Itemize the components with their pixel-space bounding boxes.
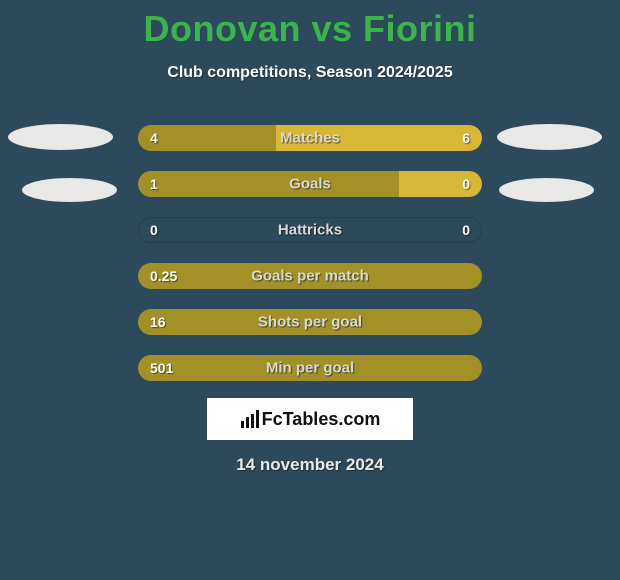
stat-row: Hattricks0 0 (138, 217, 482, 243)
logo-label: FcTables.com (262, 409, 381, 430)
stat-value-left: 4 (150, 130, 158, 146)
stat-label: Min per goal (138, 360, 482, 377)
stat-value-left: 501 (150, 360, 173, 376)
player-left-badge-top (8, 124, 113, 150)
stat-label: Goals per match (138, 268, 482, 285)
page-title: Donovan vs Fiorini (0, 0, 620, 50)
logo-text: FcTables.com (240, 409, 381, 430)
stat-row: Goals per match0.25 (138, 263, 482, 289)
stat-label: Hattricks (138, 222, 482, 239)
player-left-badge-bottom (22, 178, 117, 202)
stat-value-right: 0 (462, 176, 470, 192)
stat-label: Goals (138, 176, 482, 193)
stat-value-left: 1 (150, 176, 158, 192)
player-right-badge-top (497, 124, 602, 150)
subtitle: Club competitions, Season 2024/2025 (0, 64, 620, 82)
stat-value-left: 0 (150, 222, 158, 238)
date-label: 14 november 2024 (0, 455, 620, 475)
stat-row: Matches4 6 (138, 125, 482, 151)
stat-value-right: 6 (462, 130, 470, 146)
stat-label: Shots per goal (138, 314, 482, 331)
player-right-badge-bottom (499, 178, 594, 202)
logo-chart-icon (240, 409, 260, 429)
stat-value-right: 0 (462, 222, 470, 238)
stat-row: Min per goal501 (138, 355, 482, 381)
comparison-bars: Matches46Goals10Hattricks00Goals per mat… (138, 125, 482, 401)
stat-row: Goals1 0 (138, 171, 482, 197)
stat-label: Matches (138, 130, 482, 147)
logo-badge: FcTables.com (207, 398, 413, 440)
stat-row: Shots per goal16 (138, 309, 482, 335)
stat-value-left: 16 (150, 314, 166, 330)
stat-value-left: 0.25 (150, 268, 177, 284)
